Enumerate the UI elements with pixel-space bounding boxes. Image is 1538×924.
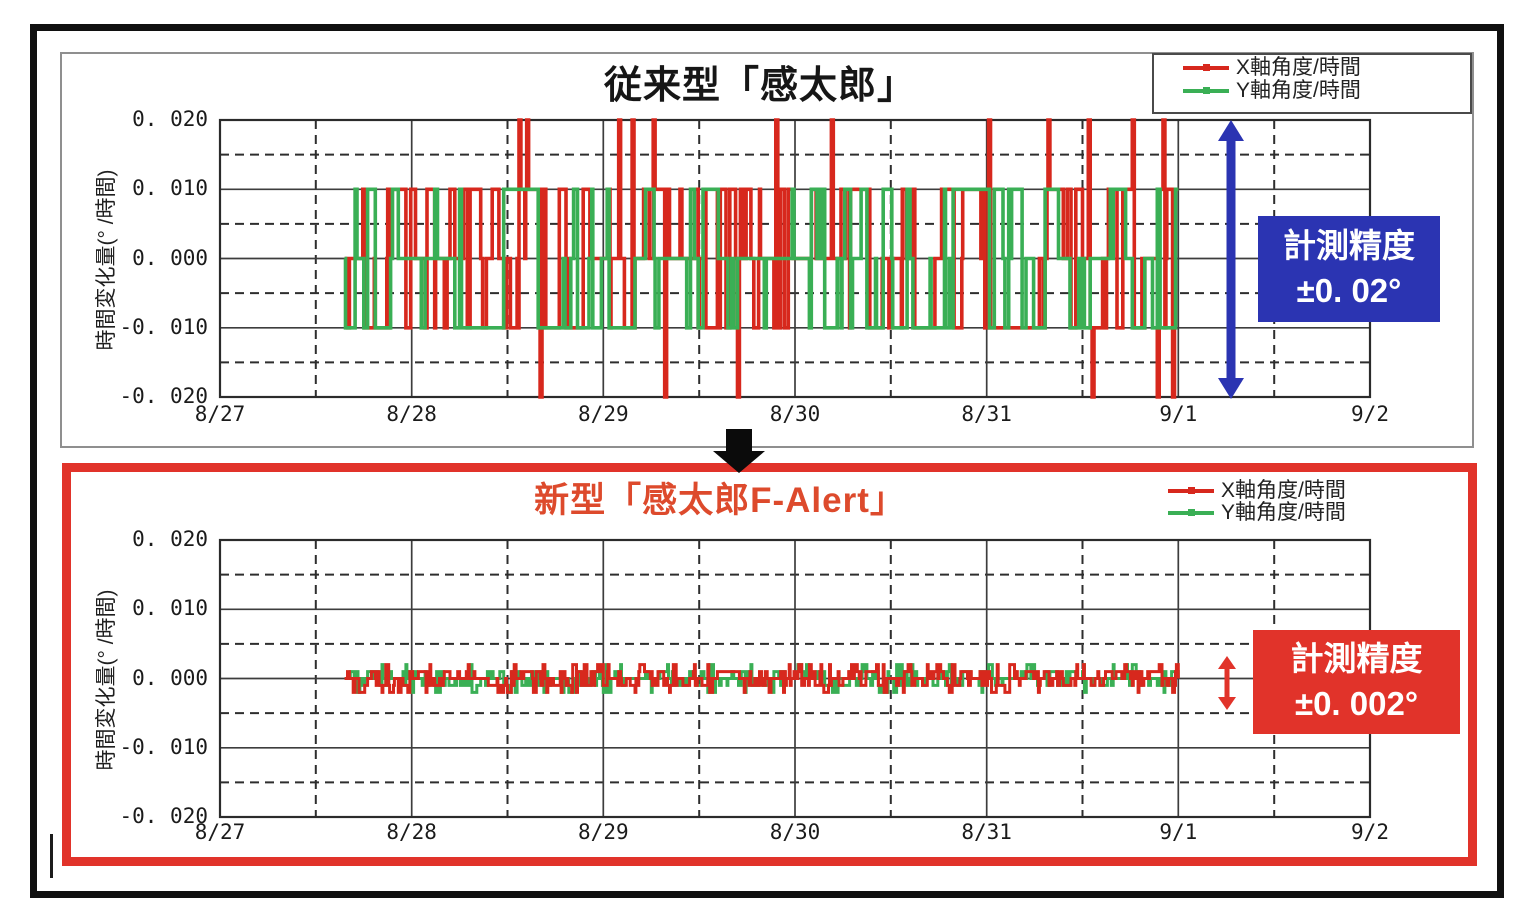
y-axis-label-conventional: 時間変化量(° /時間) (95, 169, 118, 351)
y-axis-label-new-model: 時間変化量(° /時間) (95, 589, 118, 771)
legend-line-red-icon (1183, 64, 1229, 71)
legend-line-red-icon (1168, 487, 1214, 494)
legend-label: Y軸角度/時間 (1236, 79, 1361, 102)
legend-line-green-icon (1183, 87, 1229, 94)
down-arrow-icon (726, 429, 752, 451)
outer-frame (30, 24, 1504, 898)
legend-item-x-axis-conventional: X軸角度/時間 (1183, 57, 1361, 79)
text-cursor (50, 834, 53, 878)
badge-text-line2: ±0. 02° (1296, 272, 1402, 309)
chart-title-conventional: 従来型「感太郎」 (603, 65, 916, 107)
accuracy-badge-new-model: 計測精度 ±0. 002° (1253, 630, 1460, 734)
legend-label: X軸角度/時間 (1221, 479, 1346, 502)
legend-label: X軸角度/時間 (1236, 56, 1361, 79)
badge-text-line1: 計測精度 (1290, 640, 1423, 678)
legend-box-conventional (1152, 53, 1472, 114)
legend-line-green-icon (1168, 509, 1214, 516)
legend-item-y-axis-conventional: Y軸角度/時間 (1183, 80, 1361, 102)
accuracy-badge-conventional: 計測精度 ±0. 02° (1258, 216, 1440, 322)
legend-item-x-axis-new-model: X軸角度/時間 (1168, 480, 1346, 502)
badge-text-line2: ±0. 002° (1294, 685, 1419, 722)
down-arrow-icon (713, 451, 765, 473)
chart-title-new-model: 新型「感太郎F-Alert」 (534, 481, 906, 520)
badge-text-line1: 計測精度 (1283, 227, 1415, 265)
legend-label: Y軸角度/時間 (1221, 501, 1346, 524)
legend-item-y-axis-new-model: Y軸角度/時間 (1168, 502, 1346, 524)
